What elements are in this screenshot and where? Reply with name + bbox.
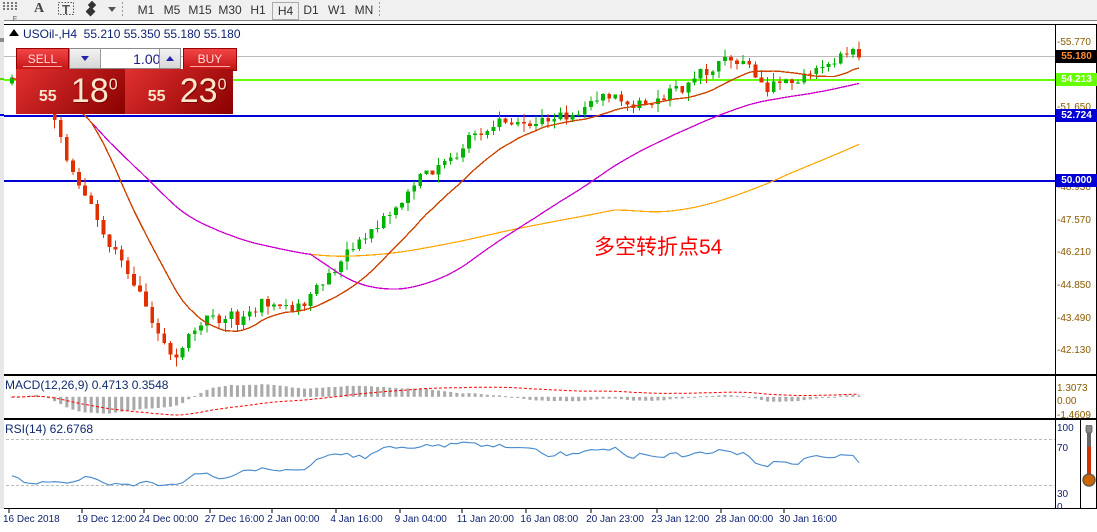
svg-text:T: T (62, 2, 70, 17)
svg-text:F: F (13, 16, 17, 22)
